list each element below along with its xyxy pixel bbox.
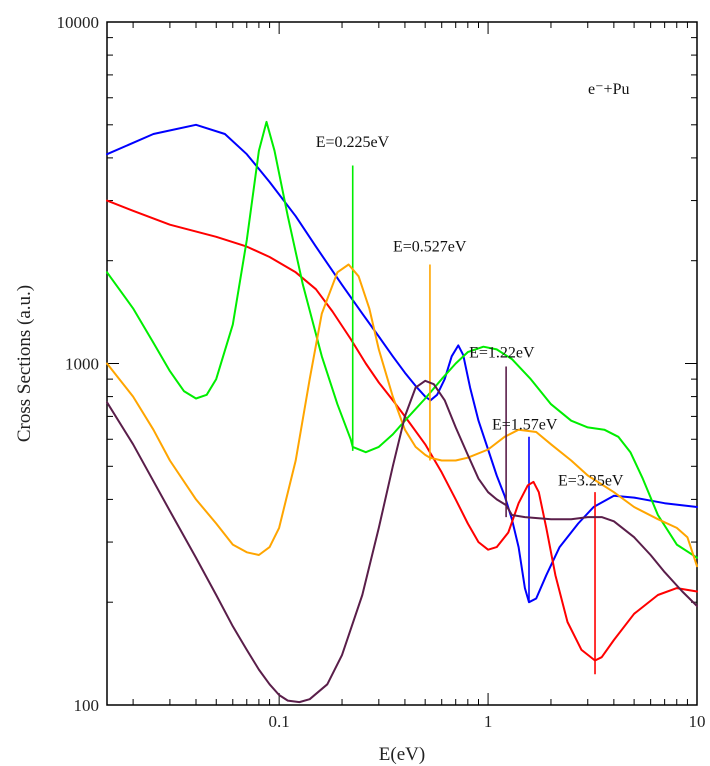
resonance-energy-label: E=1.22eV — [469, 345, 535, 362]
y-tick-label: 10000 — [57, 13, 100, 32]
series-line-1 — [106, 123, 698, 604]
series-line-4 — [106, 263, 698, 568]
resonance-energy-label: E=1.57eV — [492, 417, 558, 434]
series-group — [106, 120, 698, 704]
y-tick-label: 1000 — [65, 355, 99, 374]
x-axis-title: E(eV) — [379, 744, 425, 765]
x-tick-labels: 0.1 1 10 — [269, 712, 706, 731]
resonance-energy-label: E=0.225eV — [316, 134, 390, 151]
series-line-3 — [106, 120, 698, 559]
y-axis-title: Cross Sections (a.u.) — [14, 285, 35, 442]
annotations-group: E=0.225eV E=0.527eV E=1.22eV E=1.57eV E=3.25… — [316, 134, 624, 489]
axis-ticks — [107, 22, 698, 706]
y-tick-labels: 100 1000 10000 — [57, 13, 100, 715]
x-tick-label: 10 — [689, 712, 706, 731]
resonance-energy-label: E=3.25eV — [558, 472, 624, 489]
x-tick-label: 0.1 — [269, 712, 290, 731]
resonance-energy-label: E=0.527eV — [393, 238, 467, 255]
series-line-5 — [106, 379, 698, 704]
y-tick-label: 100 — [74, 696, 100, 715]
x-tick-label: 1 — [484, 712, 493, 731]
reaction-label: e⁻+Pu — [588, 81, 629, 98]
